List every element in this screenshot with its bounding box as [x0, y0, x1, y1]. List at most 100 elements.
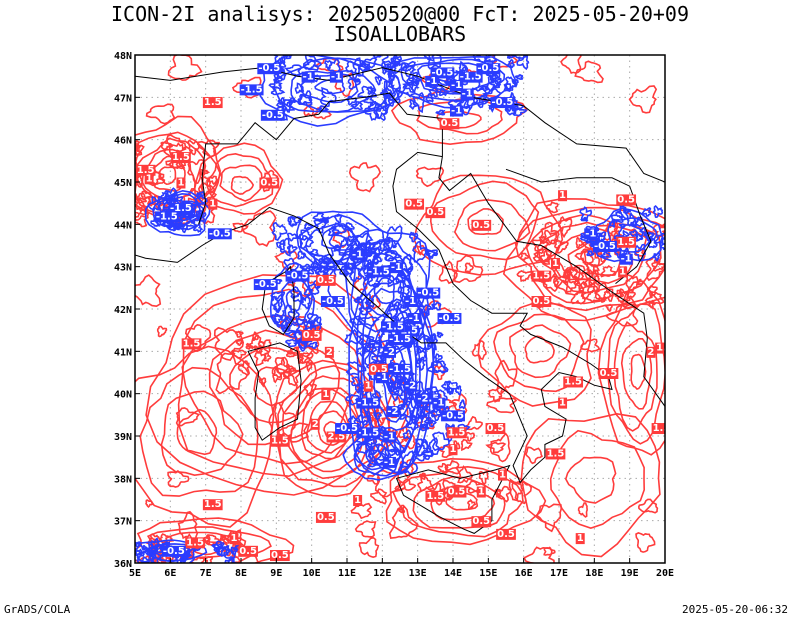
- positive-contour: [388, 505, 419, 539]
- negative-contour: [286, 244, 299, 254]
- contour-label-box: [545, 448, 566, 460]
- negative-contour: [379, 425, 387, 432]
- negative-contour: [401, 80, 416, 98]
- lat-tick-label: 45N: [114, 178, 132, 189]
- positive-contour: [281, 375, 369, 480]
- positive-contour: [277, 364, 378, 488]
- negative-contour: [371, 238, 388, 252]
- negative-contour: [423, 55, 435, 63]
- negative-contour: [425, 92, 434, 103]
- contour-label: -1: [384, 432, 395, 443]
- positive-contour: [645, 255, 665, 282]
- negative-contour: [349, 315, 363, 326]
- positive-contour: [598, 296, 608, 304]
- contour-label: -1: [585, 228, 596, 239]
- contour-label-box: [425, 490, 446, 502]
- contour-label-box: [485, 423, 506, 435]
- negative-contour: [302, 55, 323, 70]
- negative-contour: [313, 217, 327, 234]
- positive-contour: [197, 175, 216, 196]
- positive-contour: [524, 446, 544, 465]
- negative-contour: [224, 557, 238, 563]
- positive-contour: [486, 397, 518, 414]
- positive-contour: [145, 499, 154, 508]
- contour-label-box: [388, 363, 412, 375]
- lon-tick-label: 20E: [656, 568, 674, 579]
- positive-contour: [573, 278, 589, 290]
- positive-contour: [253, 349, 267, 367]
- negative-contour: [397, 284, 411, 298]
- contour-label-box: [207, 228, 232, 240]
- negative-contour: [411, 334, 431, 351]
- positive-contour: [538, 235, 547, 243]
- negative-contour: [148, 551, 157, 563]
- negative-contour: [345, 394, 360, 406]
- negative-contour: [359, 240, 376, 258]
- positive-contour: [516, 269, 534, 282]
- negative-contour: [331, 222, 348, 235]
- contour-label: 0.5: [497, 529, 515, 540]
- negative-contour: [452, 65, 471, 86]
- positive-contour: [295, 343, 314, 365]
- positive-contour: [285, 364, 298, 375]
- positive-contour: [275, 356, 291, 378]
- positive-contour: [167, 469, 190, 488]
- negative-contour: [419, 423, 430, 432]
- negative-contour: [634, 243, 647, 262]
- contour-label-box: [490, 97, 515, 109]
- negative-contour: [284, 331, 298, 338]
- contour-label-box: [619, 253, 633, 265]
- negative-contour: [432, 431, 450, 452]
- positive-contour: [219, 534, 227, 542]
- lon-tick-label: 10E: [303, 568, 321, 579]
- contour-label-box: [439, 118, 460, 130]
- negative-contour: [360, 315, 380, 327]
- positive-contour: [305, 400, 352, 454]
- negative-contour: [138, 550, 146, 557]
- contour-label-box: [531, 270, 552, 282]
- contour-label-box: [239, 84, 264, 96]
- negative-contour: [167, 195, 177, 203]
- positive-contour: [604, 303, 639, 327]
- contour-label-box: [181, 338, 202, 350]
- contour-label: 1.5: [532, 271, 550, 282]
- positive-contour: [519, 251, 531, 261]
- negative-contour: [652, 205, 664, 219]
- negative-contour: [374, 75, 383, 86]
- contour-label: -2: [405, 381, 416, 392]
- contour-label-box: [363, 380, 373, 392]
- lon-tick-label: 15E: [479, 568, 497, 579]
- corsica-coastline: [261, 265, 295, 336]
- negative-contour: [514, 74, 524, 80]
- contour-label-box: [208, 198, 218, 210]
- contour-label-box: [496, 528, 516, 540]
- positive-contour: [583, 250, 601, 279]
- negative-contour: [402, 429, 414, 440]
- positive-contour: [575, 236, 584, 249]
- negative-contour: [371, 389, 382, 399]
- contour-label-box: [558, 397, 568, 409]
- contour-label: 0.5: [472, 220, 490, 231]
- contour-label: -1.5: [389, 334, 411, 345]
- contour-label: -1: [409, 313, 420, 324]
- contour-label: -1: [462, 89, 473, 100]
- positive-contour: [135, 204, 148, 221]
- contour-label: -1: [377, 372, 388, 383]
- contour-label: -0.5: [442, 410, 464, 421]
- negative-contour: [470, 86, 489, 109]
- negative-contour: [420, 423, 429, 430]
- negative-contour: [324, 59, 333, 71]
- positive-contour: [487, 387, 504, 403]
- contour-label-box: [154, 211, 179, 223]
- lat-tick-label: 42N: [114, 305, 132, 316]
- negative-contour: [274, 312, 287, 328]
- contour-label: 1: [559, 398, 566, 409]
- positive-contour: [511, 479, 533, 505]
- positive-contour: [334, 72, 355, 98]
- positive-contour: [636, 278, 645, 286]
- lat-tick-label: 48N: [114, 51, 132, 62]
- negative-contour: [281, 278, 313, 327]
- alpine-border: [198, 92, 443, 225]
- negative-contour: [445, 387, 454, 396]
- contour-label-box: [471, 219, 492, 231]
